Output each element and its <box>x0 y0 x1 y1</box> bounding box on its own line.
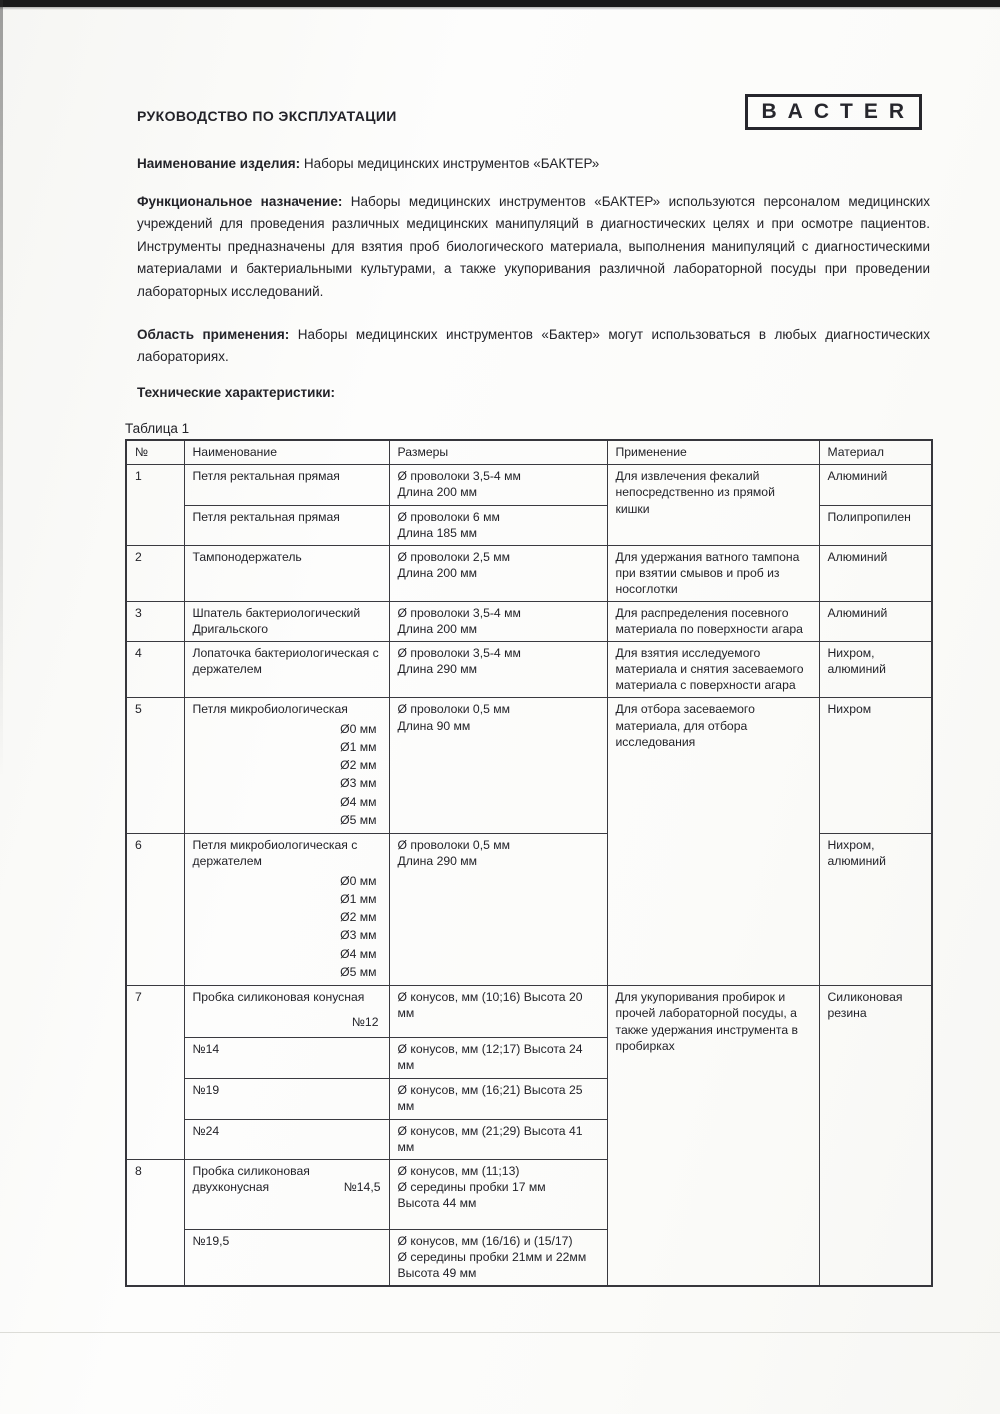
cell-number: 2 <box>125 544 185 603</box>
cell-use: Для извлечения фекалий непосредственно и… <box>606 464 820 546</box>
cell-number: 5 <box>125 697 185 835</box>
variant-label: №19 <box>183 1077 390 1120</box>
table-row: 2 Тампонодержатель Ø проволоки 2,5 мм Дл… <box>125 544 933 603</box>
table-row: 3 Шпатель бактериологический Дригальског… <box>125 600 933 643</box>
cell-size: Ø проволоки 3,5-4 мм Длина 200 мм <box>388 600 608 643</box>
cell-size: Ø конусов, мм (12;17) Высота 24 мм <box>388 1037 608 1079</box>
cell-use: Для взятия исследуемого материала и снят… <box>606 641 820 699</box>
cell-size: Ø проволоки 0,5 мм Длина 290 мм <box>388 833 608 987</box>
scan-artifact-line <box>0 1332 1000 1333</box>
table-row: 7 Пробка силиконовая конусная №12 Ø кону… <box>125 985 933 1287</box>
bacter-logo: BACTER <box>744 94 922 130</box>
cell-name: Петля ректальная прямая <box>183 504 390 546</box>
table-row: №14 Ø конусов, мм (12;17) Высота 24 мм <box>126 1037 932 1079</box>
variant-label: №12 <box>351 1015 379 1030</box>
diameter-options: Ø0 мм Ø1 мм Ø2 мм Ø3 мм Ø4 мм Ø5 мм <box>340 873 377 980</box>
cell-use: Для удержания ватного тампона при взятии… <box>606 544 820 603</box>
cell-size: Ø конусов, мм (16;21) Высота 25 мм <box>388 1077 608 1120</box>
functional-purpose-text: Наборы медицинских инструментов «БАКТЕР»… <box>137 194 930 299</box>
item-name: Пробка силиконовая двухконусная <box>192 1163 310 1194</box>
product-name-line: Наименование изделия: Наборы медицинских… <box>137 156 930 171</box>
table-row: 1 Петля ректальная прямая Ø проволоки 3,… <box>125 464 933 546</box>
functional-purpose-label: Функциональное назначение: <box>137 194 343 209</box>
cell-name: Шпатель бактериологический Дригальского <box>183 600 390 643</box>
table-row: 6 Петля микробиологическая с держателем … <box>125 833 933 987</box>
table-row: 4 Лопаточка бактериологическая с держате… <box>125 641 933 699</box>
table-row: 8 Пробка силиконовая двухконусная №14,5 … <box>125 1158 932 1287</box>
cell-number: 3 <box>125 600 185 643</box>
diameter-options: Ø0 мм Ø1 мм Ø2 мм Ø3 мм Ø4 мм Ø5 мм <box>340 721 377 828</box>
functional-purpose-paragraph: Функциональное назначение: Наборы медици… <box>137 191 930 303</box>
cell-size: Ø проволоки 3,5-4 мм Длина 290 мм <box>388 641 608 699</box>
product-name-label: Наименование изделия: <box>137 156 301 171</box>
scan-edge-shadow <box>0 7 1000 10</box>
cell-material: Алюминий <box>818 600 933 643</box>
table-header-row: № Наименование Размеры Применение Матери… <box>125 439 933 466</box>
variant-label: №24 <box>183 1118 390 1160</box>
header-cell-size: Размеры <box>388 439 608 466</box>
document-content: РУКОВОДСТВО ПО ЭКСПЛУАТАЦИИ BACTER Наиме… <box>125 94 933 1287</box>
cell-number: 6 <box>125 833 185 987</box>
table-row: №19 Ø конусов, мм (16;21) Высота 25 мм <box>126 1077 932 1120</box>
item-name: Петля микробиологическая с держателем <box>192 838 358 869</box>
cell-material: Силиконовая резина <box>818 985 933 1287</box>
item-name: Петля микробиологическая <box>192 702 348 717</box>
cell-name: Пробка силиконовая конусная №12 <box>183 985 390 1039</box>
item-name: Пробка силиконовая конусная <box>192 990 365 1005</box>
variant-label: №14 <box>183 1037 390 1079</box>
table-row: №19,5 Ø конусов, мм (16/16) и (15/17) Ø … <box>126 1228 932 1287</box>
cell-material: Нихром, алюминий <box>818 833 933 987</box>
cell-number: 1 <box>125 464 185 546</box>
header-cell-name: Наименование <box>183 439 390 466</box>
cell-use: Для укупоривания пробирок и прочей лабор… <box>606 985 820 1287</box>
document-header: РУКОВОДСТВО ПО ЭКСПЛУАТАЦИИ BACTER <box>137 94 930 130</box>
cell-use: Для распределения посевного материала по… <box>606 600 820 643</box>
scan-edge-artifact-left <box>0 0 3 778</box>
cell-size: Ø конусов, мм (21;29) Высота 41 мм <box>388 1118 608 1160</box>
cell-use: Для отбора засеваемого материала, для от… <box>606 697 820 987</box>
product-name-text: Наборы медицинских инструментов «БАКТЕР» <box>303 156 600 171</box>
table-row: 5 Петля микробиологическая Ø0 мм Ø1 мм Ø… <box>125 697 933 987</box>
variant-label: №19,5 <box>183 1228 390 1287</box>
cell-name: Петля микробиологическая с держателем Ø0… <box>183 833 390 987</box>
cell-size: Ø конусов, мм (10;16) Высота 20 мм <box>388 985 608 1039</box>
cell-size: Ø проволоки 2,5 мм Длина 200 мм <box>388 544 608 603</box>
technical-specs-label: Технические характеристики: <box>137 384 336 400</box>
cell-size: Ø конусов, мм (11;13) Ø середины пробки … <box>388 1158 608 1230</box>
cell-name: Лопаточка бактериологическая с держателе… <box>183 641 390 699</box>
table-caption: Таблица 1 <box>125 421 190 437</box>
table-row: №24 Ø конусов, мм (21;29) Высота 41 мм <box>126 1118 932 1160</box>
application-area-label: Область применения: <box>137 327 290 343</box>
variant-label: №14,5 <box>343 1179 381 1194</box>
cell-material: Нихром <box>818 697 933 835</box>
application-area-paragraph: Область применения: Наборы медицинских и… <box>137 324 930 369</box>
scan-edge-artifact-top <box>0 0 1000 7</box>
cell-size: Ø конусов, мм (16/16) и (15/17) Ø середи… <box>388 1228 608 1287</box>
cell-number: 4 <box>125 641 185 699</box>
cell-material: Полипропилен <box>818 504 933 546</box>
cell-size: Ø проволоки 3,5-4 мм Длина 200 мм <box>388 464 608 506</box>
application-area-text: Наборы медицинских инструментов «Бактер»… <box>137 327 930 365</box>
cell-name: Петля микробиологическая Ø0 мм Ø1 мм Ø2 … <box>183 697 390 835</box>
cell-material: Алюминий <box>818 464 933 506</box>
cell-material: Нихром, алюминий <box>818 641 933 699</box>
specifications-table: № Наименование Размеры Применение Матери… <box>125 439 933 1287</box>
cell-name: Тампонодержатель <box>183 544 390 603</box>
cell-name: Петля ректальная прямая <box>183 464 390 506</box>
header-cell-material: Материал <box>818 439 933 466</box>
cell-number: 7 <box>125 985 185 1160</box>
header-cell-number: № <box>125 439 185 466</box>
cell-number: 8 <box>125 1158 185 1287</box>
page-title: РУКОВОДСТВО ПО ЭКСПЛУАТАЦИИ <box>137 108 397 124</box>
header-cell-use: Применение <box>606 439 820 466</box>
cell-size: Ø проволоки 0,5 мм Длина 90 мм <box>388 697 608 835</box>
cell-material: Алюминий <box>818 544 933 603</box>
cell-size: Ø проволоки 6 мм Длина 185 мм <box>388 504 608 546</box>
cell-name: Пробка силиконовая двухконусная №14,5 <box>183 1158 390 1230</box>
